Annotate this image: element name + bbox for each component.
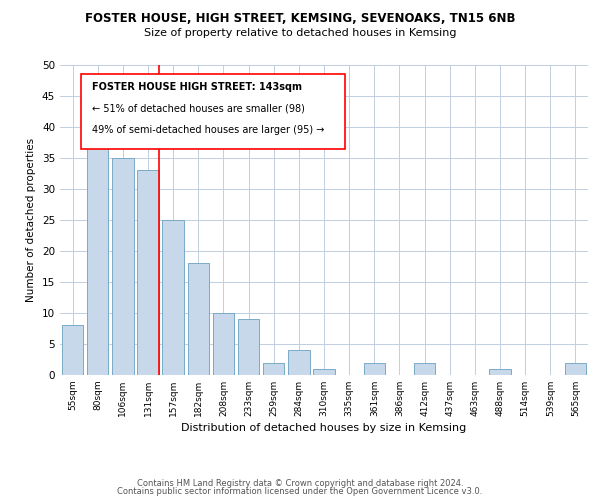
- Bar: [263, 362, 284, 375]
- Text: Contains HM Land Registry data © Crown copyright and database right 2024.: Contains HM Land Registry data © Crown c…: [137, 478, 463, 488]
- X-axis label: Distribution of detached houses by size in Kemsing: Distribution of detached houses by size …: [181, 423, 467, 433]
- Text: Size of property relative to detached houses in Kemsing: Size of property relative to detached ho…: [144, 28, 456, 38]
- Bar: [565, 362, 586, 375]
- Bar: [188, 264, 209, 375]
- Bar: [163, 220, 184, 375]
- Bar: [213, 313, 234, 375]
- Y-axis label: Number of detached properties: Number of detached properties: [26, 138, 37, 302]
- Bar: [62, 326, 83, 375]
- Bar: [137, 170, 158, 375]
- Bar: [364, 362, 385, 375]
- Text: 49% of semi-detached houses are larger (95) →: 49% of semi-detached houses are larger (…: [92, 126, 324, 136]
- Bar: [238, 319, 259, 375]
- Bar: [414, 362, 435, 375]
- Text: ← 51% of detached houses are smaller (98): ← 51% of detached houses are smaller (98…: [92, 104, 305, 114]
- Text: FOSTER HOUSE HIGH STREET: 143sqm: FOSTER HOUSE HIGH STREET: 143sqm: [92, 82, 302, 92]
- FancyBboxPatch shape: [81, 74, 345, 148]
- Bar: [112, 158, 134, 375]
- Bar: [87, 127, 109, 375]
- Bar: [313, 369, 335, 375]
- Bar: [288, 350, 310, 375]
- Text: Contains public sector information licensed under the Open Government Licence v3: Contains public sector information licen…: [118, 487, 482, 496]
- Text: FOSTER HOUSE, HIGH STREET, KEMSING, SEVENOAKS, TN15 6NB: FOSTER HOUSE, HIGH STREET, KEMSING, SEVE…: [85, 12, 515, 26]
- Bar: [490, 369, 511, 375]
